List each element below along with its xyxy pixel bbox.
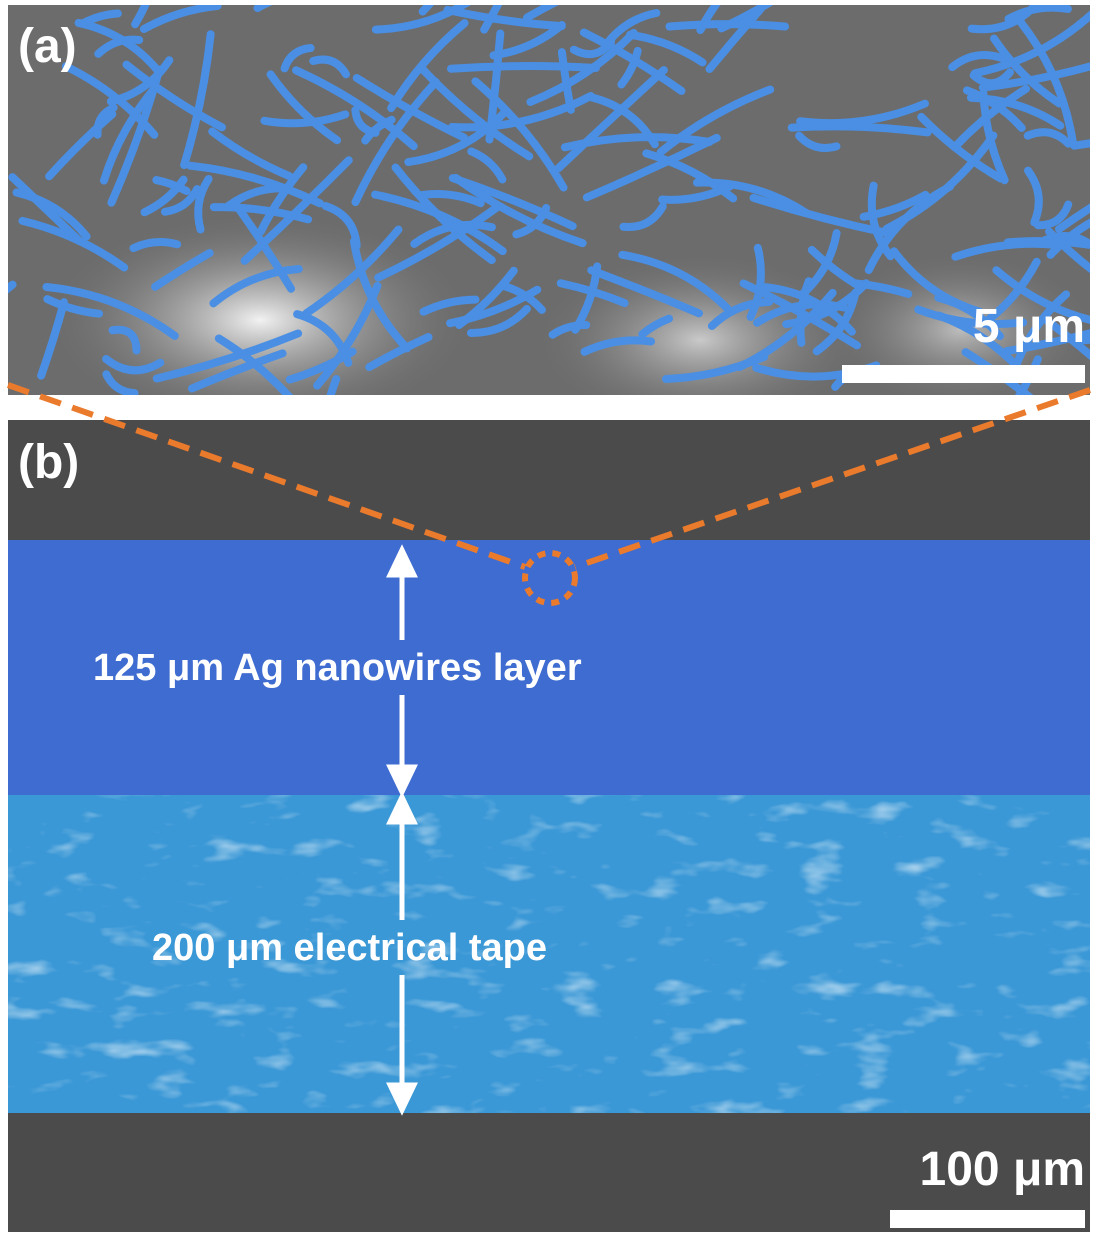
scale-bar-label: 5 μm <box>973 300 1085 353</box>
scale-bar-label: 100 μm <box>920 1143 1085 1196</box>
nanowire <box>451 66 596 69</box>
layer-annotation: 200 μm electrical tape <box>152 927 547 969</box>
scale-bar <box>890 1210 1085 1228</box>
nanowire <box>669 24 785 26</box>
panel-label: (b) <box>18 436 79 489</box>
figure: (a) 5 μm (b) 125 μm Ag nanowires layer 2… <box>0 0 1095 1233</box>
panel-b: (b) 125 μm Ag nanowires layer 200 μm ele… <box>8 420 1090 1232</box>
panel-label: (a) <box>18 20 77 73</box>
layer-annotation: 125 μm Ag nanowires layer <box>93 647 582 689</box>
scale-bar <box>842 365 1085 383</box>
panel-a: (a) 5 μm <box>0 0 1095 462</box>
